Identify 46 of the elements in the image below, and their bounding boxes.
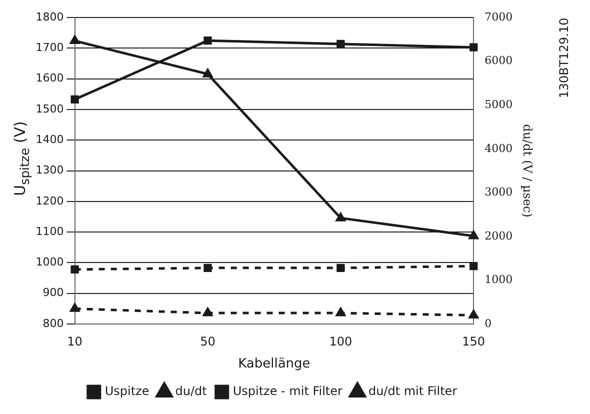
legend-label: Uspitze - mit Filter <box>232 384 343 398</box>
point <box>336 212 346 222</box>
point <box>470 43 478 52</box>
y2-tick-label: 7000 <box>484 10 513 24</box>
text: 130BT129.10 <box>557 18 571 98</box>
point <box>336 308 346 316</box>
point <box>470 262 478 270</box>
y2-tick-label: 2000 <box>484 229 513 242</box>
y2-tick-label: 1000 <box>484 273 513 286</box>
point <box>70 303 80 312</box>
point <box>336 40 345 48</box>
point <box>468 230 478 240</box>
legend-label: du/dt <box>175 384 208 398</box>
y-tick-label: 1100 <box>36 224 64 238</box>
y2-tick-label: 0 <box>484 316 492 330</box>
y-tick-label: 900 <box>42 286 64 300</box>
x-tick-label: 10 <box>67 334 82 348</box>
point <box>70 95 79 104</box>
point <box>204 36 212 45</box>
y-tick-label: 1500 <box>36 102 64 116</box>
point <box>203 68 212 78</box>
y-tick-label: 1300 <box>36 164 64 177</box>
point <box>70 36 80 44</box>
y-tick-label: 1700 <box>36 41 64 54</box>
y2-tick-label: 6000 <box>484 54 513 68</box>
y-tick-label: 1200 <box>36 194 64 208</box>
y2-axis-title: du/dt (V / µsec) <box>520 124 535 218</box>
y2-tick-label: 3000 <box>484 186 513 199</box>
x-tick-label: 100 <box>329 334 352 348</box>
point <box>70 265 79 274</box>
y2-tick-label: 4000 <box>484 142 513 155</box>
y-tick-label: 800 <box>42 316 64 330</box>
point <box>336 264 345 272</box>
x-axis-title: Kabellänge <box>238 356 310 372</box>
x-tick-label: 150 <box>462 334 486 348</box>
point <box>203 308 212 316</box>
point <box>468 310 478 318</box>
y-tick-label: 1600 <box>36 72 64 85</box>
y-tick-label: 1800 <box>36 10 64 24</box>
point <box>204 264 212 272</box>
y-tick-label: 1000 <box>36 256 64 269</box>
legend-label: Uspitze <box>104 384 150 398</box>
x-tick-label: 50 <box>200 334 216 348</box>
y-tick-label: 1400 <box>36 133 64 146</box>
y2-tick-label: 5000 <box>484 98 513 111</box>
legend-label: du/dt mit Filter <box>368 384 458 398</box>
